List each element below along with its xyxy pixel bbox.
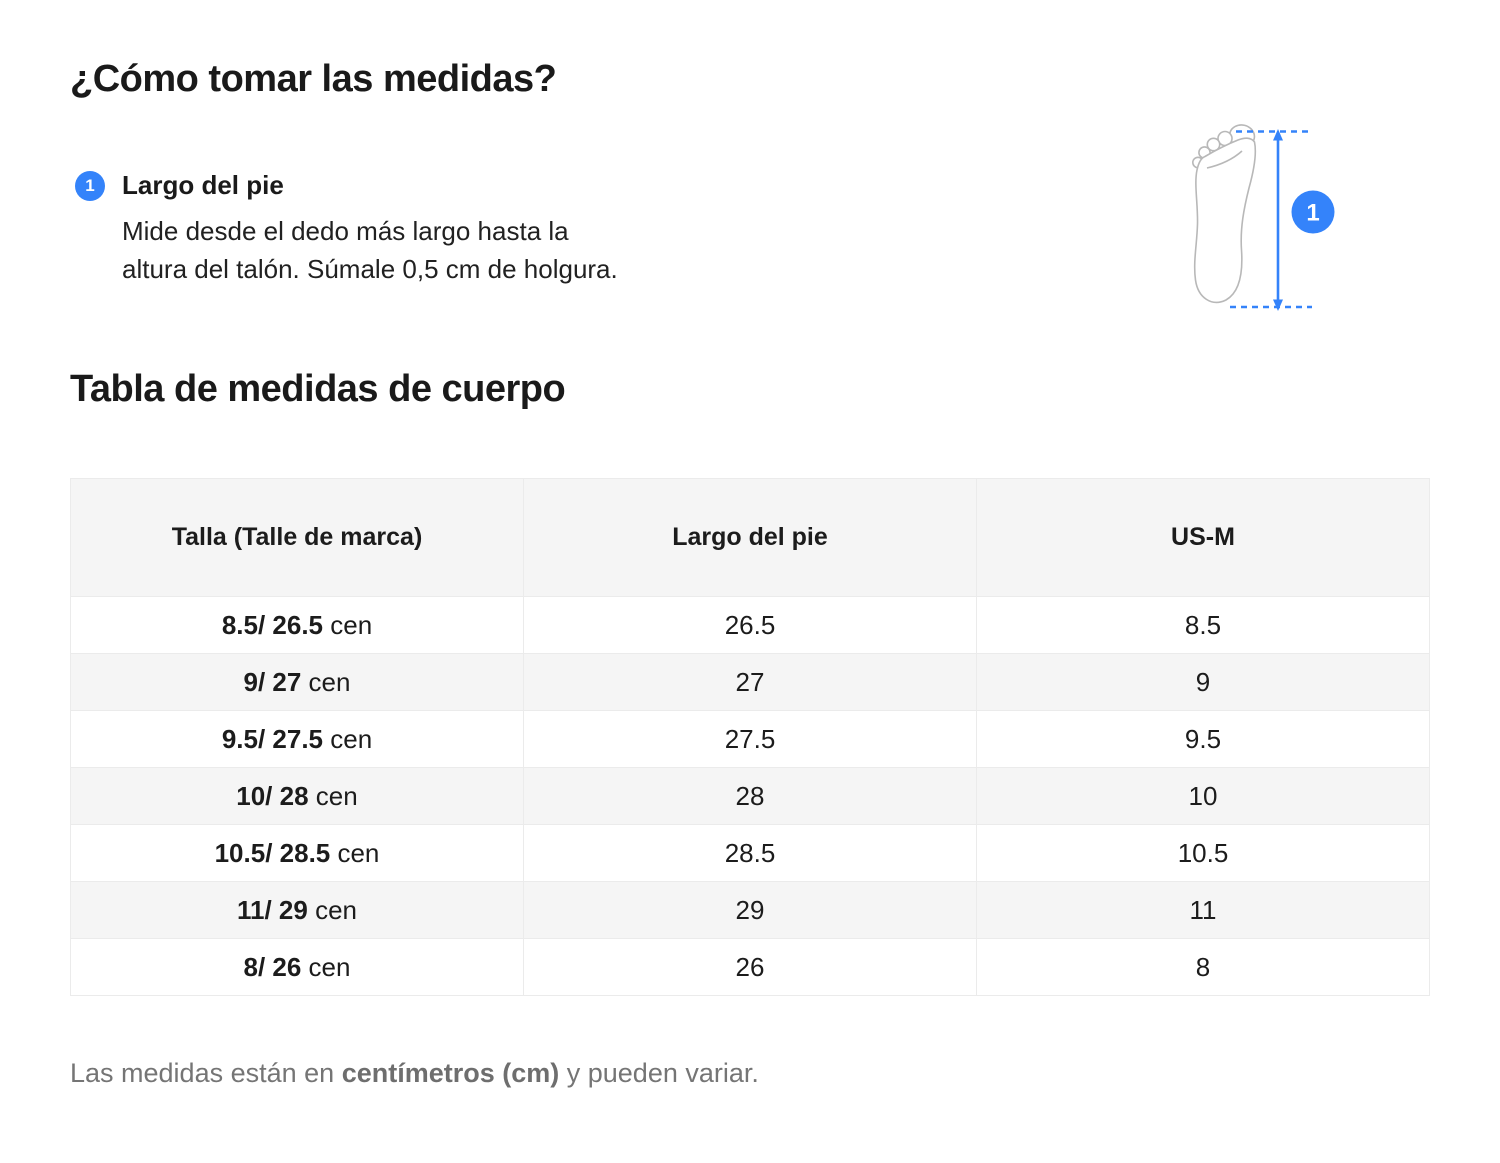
footnote-prefix: Las medidas están en xyxy=(70,1058,342,1088)
us-size-cell: 9.5 xyxy=(976,710,1430,768)
instruction-badge: 1 xyxy=(75,171,105,201)
table-row: 11/ 29 cen 29 11 xyxy=(70,881,1430,939)
footnote-bold: centímetros (cm) xyxy=(341,1058,560,1088)
foot-length-cell: 27.5 xyxy=(523,710,977,768)
foot-length-cell: 28 xyxy=(523,767,977,825)
foot-length-cell: 29 xyxy=(523,881,977,939)
column-header-0: Talla (Talle de marca) xyxy=(70,478,524,597)
size-value: 8.5/ 26.5 xyxy=(221,609,324,640)
table-row: 8/ 26 cen 26 8 xyxy=(70,938,1430,996)
us-size-cell: 10.5 xyxy=(976,824,1430,882)
column-header-1: Largo del pie xyxy=(523,478,977,597)
table-row: 9.5/ 27.5 cen 27.5 9.5 xyxy=(70,710,1430,768)
size-cell: 10.5/ 28.5 cen xyxy=(70,824,524,882)
table-header-row: Talla (Talle de marca) Largo del pie US-M xyxy=(70,478,1430,597)
size-cell: 8.5/ 26.5 cen xyxy=(70,596,524,654)
size-unit: cen xyxy=(323,609,373,640)
size-unit: cen xyxy=(330,837,380,868)
size-value: 10.5/ 28.5 xyxy=(214,837,331,868)
instruction-description: Mide desde el dedo más largo hasta la al… xyxy=(122,212,618,288)
illustration-badge-label: 1 xyxy=(1306,200,1319,227)
us-size-cell: 8 xyxy=(976,938,1430,996)
foot-sole-icon xyxy=(1193,137,1257,304)
us-size-cell: 11 xyxy=(976,881,1430,939)
size-table: Talla (Talle de marca) Largo del pie US-M … xyxy=(70,478,1430,996)
footnote: Las medidas están en centímetros (cm) y … xyxy=(70,1058,759,1089)
measure-arrow-icon xyxy=(1273,129,1283,311)
size-cell: 8/ 26 cen xyxy=(70,938,524,996)
foot-length-cell: 28.5 xyxy=(523,824,977,882)
us-size-cell: 10 xyxy=(976,767,1430,825)
size-value: 8/ 26 xyxy=(243,951,302,982)
size-value: 9/ 27 xyxy=(243,666,302,697)
instruction-description-line1: Mide desde el dedo más largo hasta la xyxy=(122,216,569,246)
size-unit: cen xyxy=(301,951,351,982)
foot-crease-icon xyxy=(1206,150,1243,169)
us-size-cell: 8.5 xyxy=(976,596,1430,654)
size-cell: 9/ 27 cen xyxy=(70,653,524,711)
illustration-badge: 1 xyxy=(1291,190,1335,234)
foot-measurement-illustration: 1 xyxy=(1192,124,1335,311)
size-cell: 11/ 29 cen xyxy=(70,881,524,939)
table-row: 10/ 28 cen 28 10 xyxy=(70,767,1430,825)
page-title: ¿Cómo tomar las medidas? xyxy=(70,58,557,100)
table-row: 10.5/ 28.5 cen 28.5 10.5 xyxy=(70,824,1430,882)
foot-length-cell: 27 xyxy=(523,653,977,711)
size-value: 10/ 28 xyxy=(236,780,309,811)
section-title: Tabla de medidas de cuerpo xyxy=(70,368,566,410)
instruction-badge-label: 1 xyxy=(85,176,95,195)
size-value: 11/ 29 xyxy=(236,894,308,925)
instruction-description-line2: altura del talón. Súmale 0,5 cm de holgu… xyxy=(122,254,618,284)
foot-length-cell: 26 xyxy=(523,938,977,996)
size-unit: cen xyxy=(307,894,357,925)
size-cell: 9.5/ 27.5 cen xyxy=(70,710,524,768)
foot-length-cell: 26.5 xyxy=(523,596,977,654)
column-header-2: US-M xyxy=(976,478,1430,597)
size-unit: cen xyxy=(301,666,351,697)
size-unit: cen xyxy=(308,780,358,811)
us-size-cell: 9 xyxy=(976,653,1430,711)
instruction-title: Largo del pie xyxy=(122,170,284,200)
table-body: 8.5/ 26.5 cen 26.5 8.5 9/ 27 cen 27 9 9.5/ 27.… xyxy=(70,596,1430,996)
footnote-suffix: y pueden variar. xyxy=(559,1058,759,1088)
size-unit: cen xyxy=(323,723,373,754)
size-value: 9.5/ 27.5 xyxy=(221,723,324,754)
table-row: 9/ 27 cen 27 9 xyxy=(70,653,1430,711)
size-cell: 10/ 28 cen xyxy=(70,767,524,825)
table-row: 8.5/ 26.5 cen 26.5 8.5 xyxy=(70,596,1430,654)
